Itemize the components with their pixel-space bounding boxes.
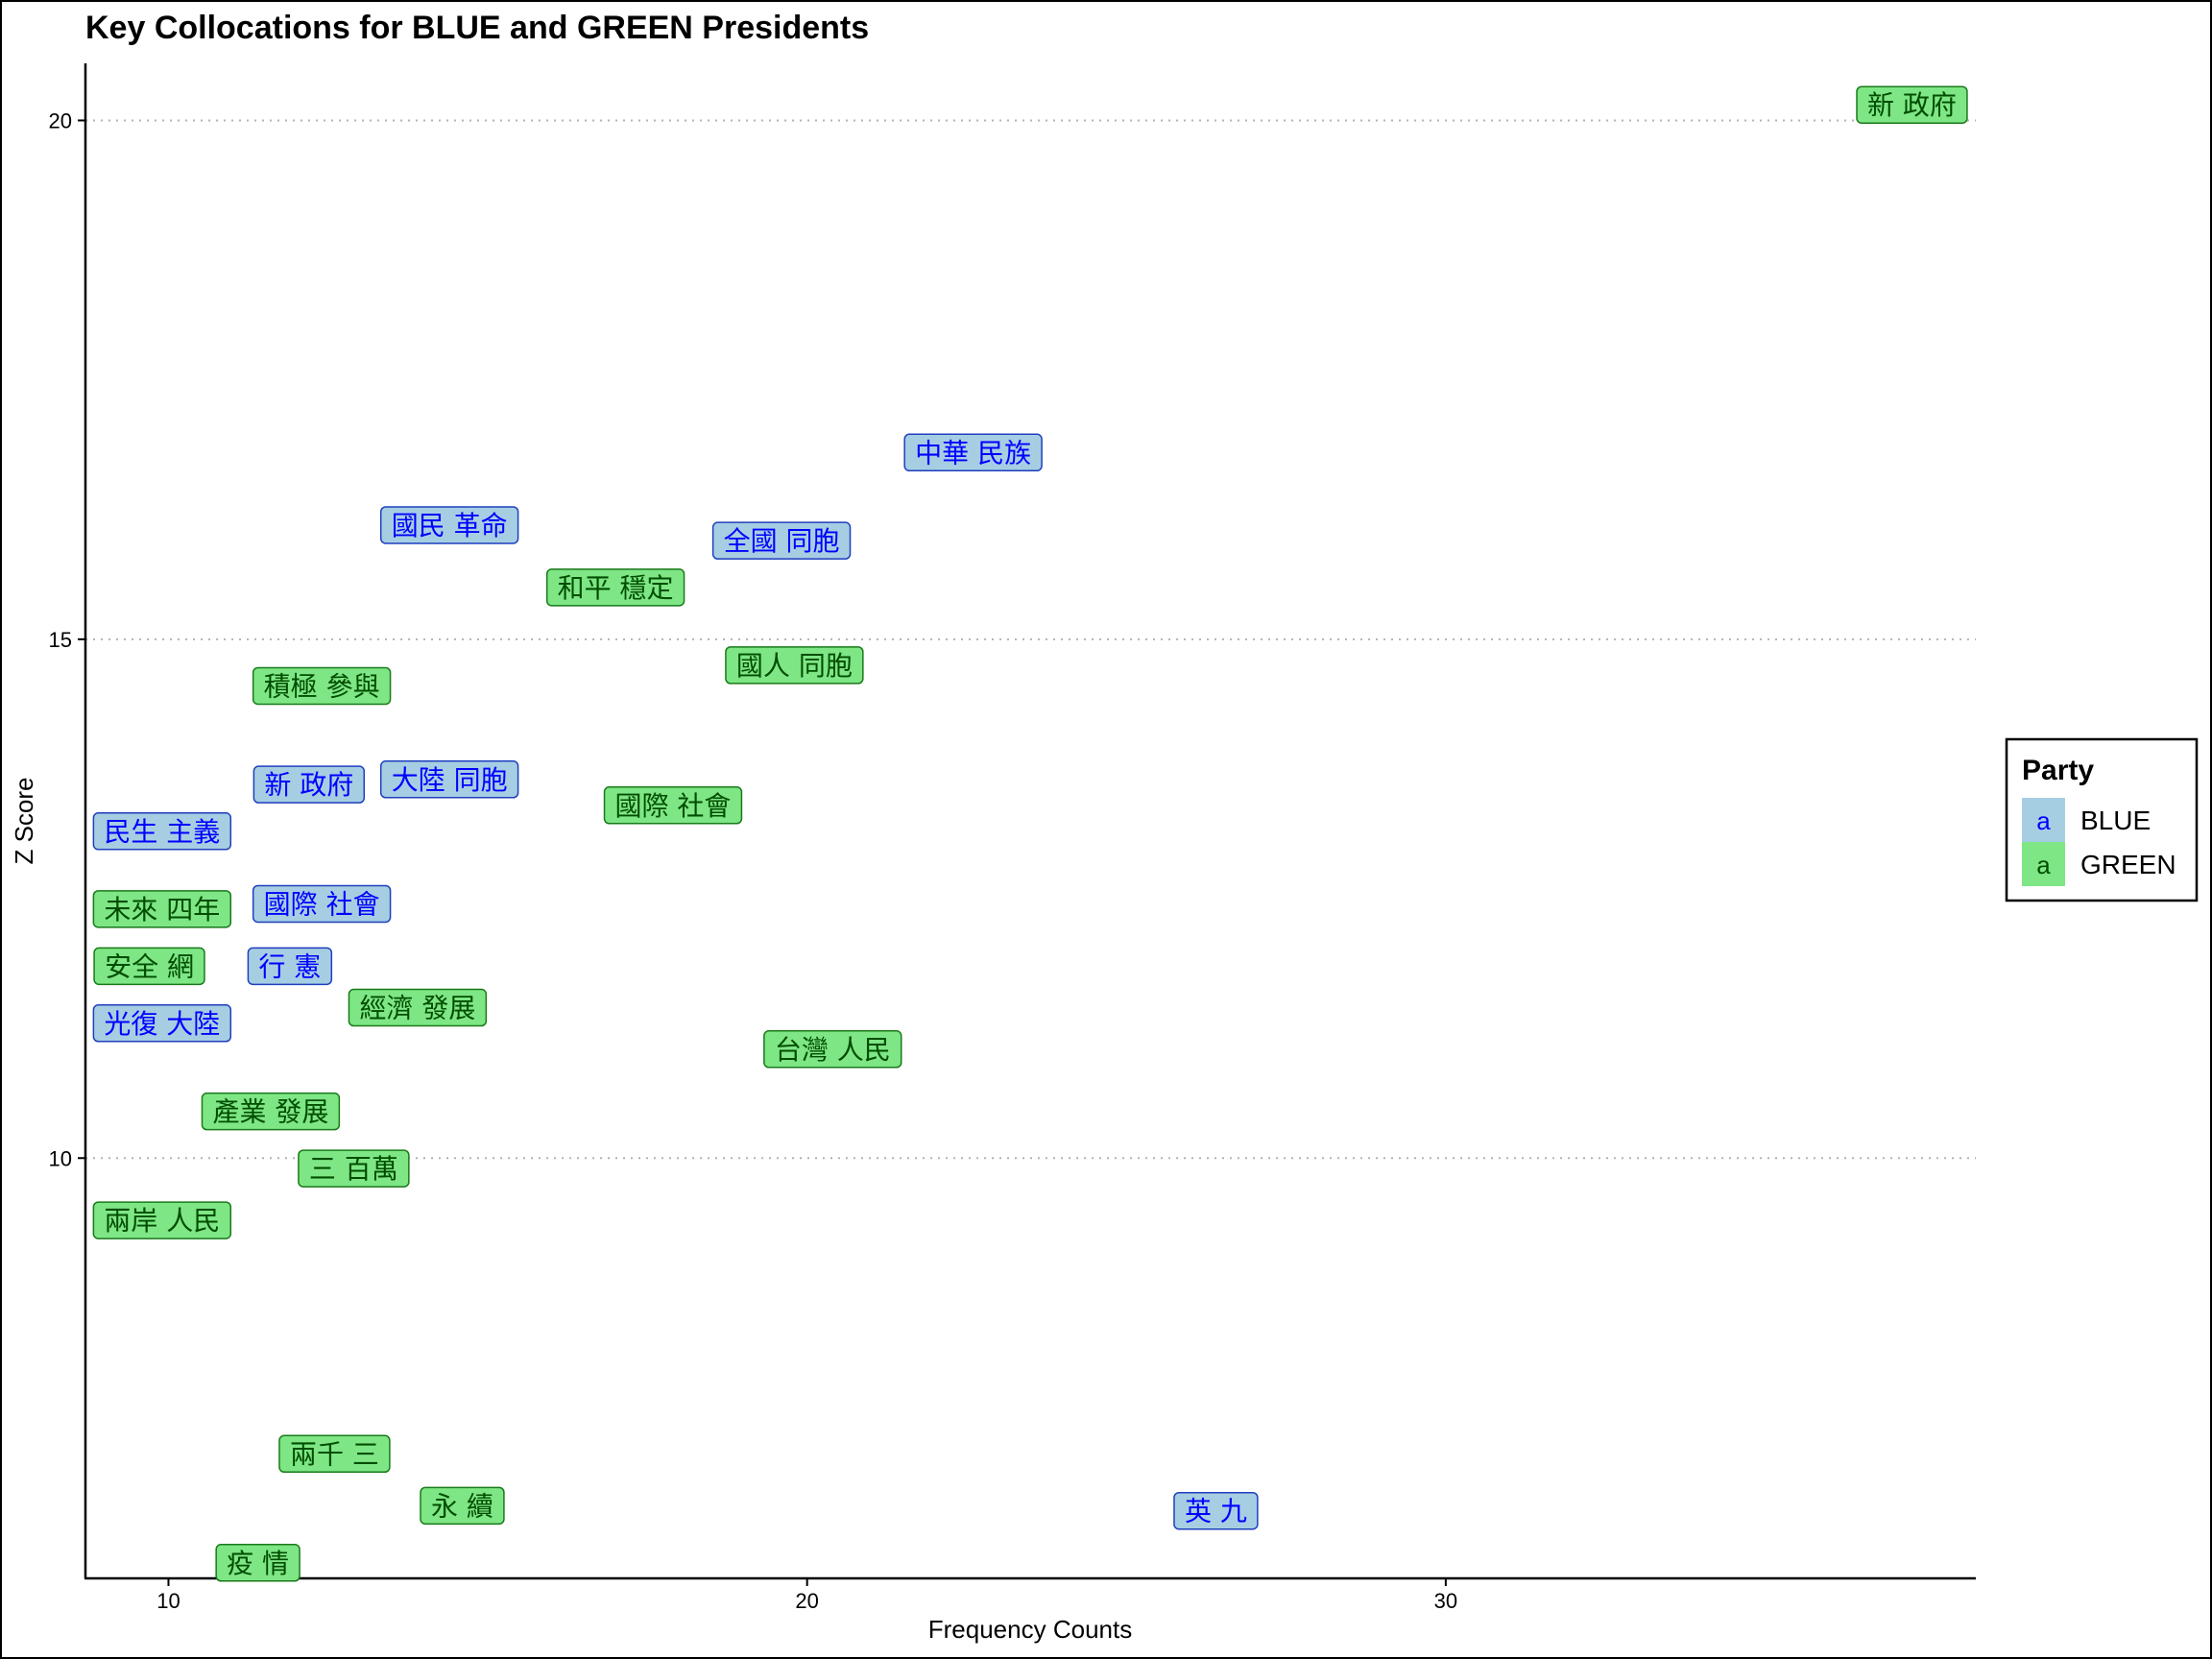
data-label-text: 國人 同胞	[736, 650, 853, 682]
legend-label-green: GREEN	[2080, 850, 2176, 879]
data-label-blue: 新 政府	[252, 765, 366, 804]
data-label-green: 兩岸 人民	[92, 1201, 232, 1239]
data-label-box	[201, 1092, 341, 1131]
data-label-box	[247, 947, 333, 986]
data-label-text: 國際 社會	[264, 888, 380, 920]
data-label-green: 國際 社會	[603, 786, 743, 825]
data-label-green: 疫 情	[215, 1544, 301, 1582]
chart-title: Key Collocations for BLUE and GREEN Pres…	[85, 10, 869, 46]
legend-key-glyph: a	[2036, 806, 2051, 835]
data-label-text: 兩千 三	[290, 1438, 379, 1470]
data-label-box	[725, 646, 864, 685]
data-label-blue: 英 九	[1173, 1491, 1259, 1530]
data-label-text: 產業 發展	[212, 1096, 328, 1128]
data-label-blue: 國際 社會	[252, 884, 392, 924]
data-label-blue: 中華 民族	[903, 433, 1043, 472]
y-axis-title: Z Score	[10, 777, 38, 864]
legend-title: Party	[2022, 755, 2094, 786]
y-tick-label: 20	[49, 108, 72, 132]
data-label-green: 台灣 人民	[763, 1030, 902, 1069]
x-axis-title: Frequency Counts	[928, 1615, 1132, 1644]
data-label-text: 英 九	[1185, 1496, 1247, 1527]
data-label-blue: 全國 同胞	[711, 521, 852, 560]
data-label-box	[379, 506, 519, 544]
legend-key-glyph: a	[2036, 851, 2051, 879]
data-label-green: 三 百萬	[298, 1149, 410, 1188]
data-label-text: 未來 四年	[104, 894, 220, 926]
data-label-text: 新 政府	[1867, 89, 1957, 121]
data-label-text: 全國 同胞	[724, 525, 840, 557]
data-label-text: 新 政府	[264, 769, 353, 801]
data-label-blue: 國民 革命	[379, 506, 519, 544]
legend: Party a BLUE a GREEN	[2005, 737, 2199, 902]
data-label-box	[1173, 1491, 1259, 1530]
data-label-green: 和平 穩定	[545, 568, 685, 607]
data-label-box	[1856, 85, 1968, 124]
data-label-text: 台灣 人民	[775, 1034, 891, 1066]
data-label-box	[252, 884, 392, 924]
data-label-green: 經濟 發展	[348, 988, 488, 1027]
data-label-box	[379, 760, 519, 799]
data-label-box	[420, 1486, 505, 1526]
data-label-green: 積極 參與	[252, 666, 392, 706]
data-label-text: 永 續	[431, 1490, 493, 1522]
data-label-text: 國際 社會	[615, 790, 732, 822]
data-label-green: 安全 網	[93, 947, 205, 986]
data-label-box	[711, 521, 852, 560]
data-label-box	[92, 1004, 232, 1043]
data-label-text: 疫 情	[227, 1548, 289, 1579]
data-label-box	[93, 947, 205, 986]
data-label-text: 積極 參與	[264, 670, 380, 702]
data-label-text: 民生 主義	[104, 816, 220, 848]
y-tick-label: 15	[49, 628, 72, 652]
data-label-box	[763, 1030, 902, 1069]
data-label-box	[348, 988, 488, 1027]
axes	[84, 63, 1976, 1580]
data-label-box	[903, 433, 1043, 472]
data-label-box	[603, 786, 743, 825]
data-label-box	[545, 568, 685, 607]
data-label-blue: 光復 大陸	[92, 1004, 232, 1043]
x-tick-label: 10	[156, 1589, 180, 1613]
data-label-text: 經濟 發展	[359, 993, 475, 1024]
data-label-text: 和平 穩定	[558, 572, 674, 604]
y-tick-label: 10	[49, 1146, 72, 1170]
data-label-green: 新 政府	[1856, 85, 1968, 124]
data-label-text: 行 憲	[258, 950, 321, 982]
data-label-box	[252, 765, 366, 804]
x-tick-label: 20	[795, 1589, 818, 1613]
data-label-blue: 行 憲	[247, 947, 333, 986]
data-label-green: 未來 四年	[92, 890, 232, 928]
data-label-text: 兩岸 人民	[104, 1205, 220, 1237]
data-label-box	[92, 890, 232, 928]
data-label-text: 安全 網	[105, 950, 194, 982]
data-label-box	[215, 1544, 301, 1582]
data-label-box	[92, 1201, 232, 1239]
legend-label-blue: BLUE	[2080, 805, 2151, 835]
data-label-text: 三 百萬	[309, 1153, 398, 1185]
data-label-green: 永 續	[420, 1486, 505, 1526]
data-label-blue: 民生 主義	[92, 812, 232, 851]
x-tick-label: 30	[1434, 1589, 1457, 1613]
data-label-blue: 大陸 同胞	[379, 760, 519, 799]
data-label-text: 國民 革命	[392, 510, 508, 541]
ticks: 10 15 20 10 20 30	[49, 108, 1458, 1613]
data-label-box	[92, 812, 232, 851]
legend-key-blue	[2022, 798, 2065, 842]
data-label-text: 大陸 同胞	[392, 764, 508, 796]
data-label-box	[252, 666, 392, 706]
data-label-text: 光復 大陸	[104, 1008, 220, 1040]
data-label-text: 中華 民族	[915, 437, 1031, 469]
data-label-box	[298, 1149, 410, 1188]
legend-key-green	[2022, 842, 2065, 886]
data-label-box	[278, 1434, 391, 1474]
data-label-green: 兩千 三	[278, 1434, 391, 1474]
data-label-green: 產業 發展	[201, 1092, 341, 1131]
data-label-green: 國人 同胞	[725, 646, 864, 685]
